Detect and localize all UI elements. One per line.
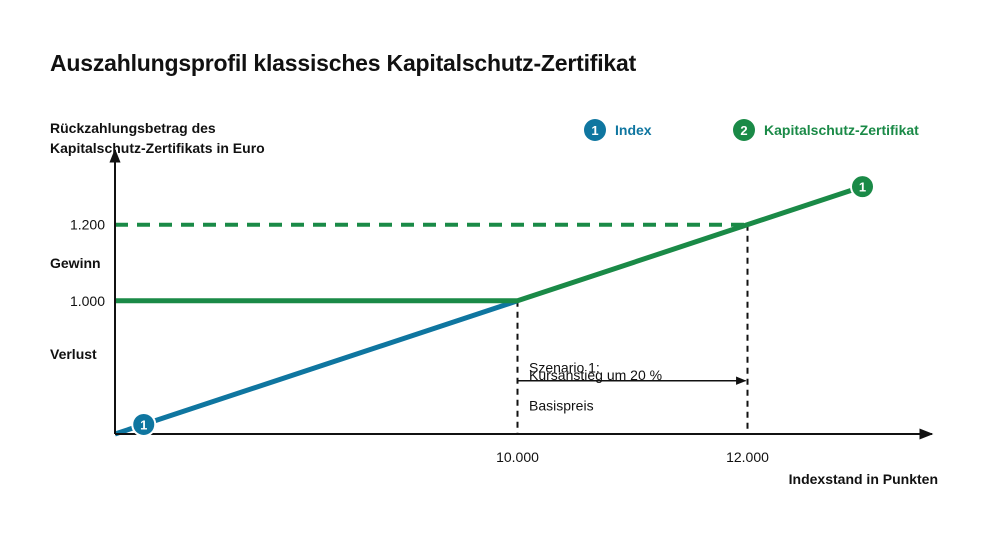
series-marker-1 xyxy=(131,411,157,437)
annotation-2: Basispreis xyxy=(529,397,594,413)
series-line-certificate xyxy=(115,184,864,304)
legend-marker-index: 1 xyxy=(584,119,606,141)
y-axis-label-line-2: Kapitalschutz-Zertifikats in Euro xyxy=(50,140,265,156)
series-marker-label-1: 1 xyxy=(140,417,147,432)
y-axis-label: Rückzahlungsbetrag des Kapitalschutz-Zer… xyxy=(50,118,310,158)
y-axis-label-line-1: Rückzahlungsbetrag des xyxy=(50,120,216,136)
x-tick-label-12000: 12.000 xyxy=(726,449,769,465)
x-axis-label: Indexstand in Punkten xyxy=(789,471,938,487)
legend-label-index: Index xyxy=(615,122,652,138)
legend-item-index: 1 Index xyxy=(584,119,652,141)
annotation-1: Kursanstieg um 20 % xyxy=(529,367,662,383)
y-tick-label-1200: 1.200 xyxy=(70,217,105,233)
chart-title: Auszahlungsprofil klassisches Kapitalsch… xyxy=(50,50,637,76)
legend-item-certificate: 2 Kapitalschutz-Zertifikat xyxy=(733,119,919,141)
x-tick-label-10000: 10.000 xyxy=(496,449,539,465)
series-marker-label-2: 1 xyxy=(859,180,866,195)
series-line-index xyxy=(114,298,519,437)
legend-label-certificate: Kapitalschutz-Zertifikat xyxy=(764,122,919,138)
gain-label: Gewinn xyxy=(50,255,101,271)
annotation-0: Szenario 1: xyxy=(529,359,600,375)
y-tick-label-1000: 1.000 xyxy=(70,293,105,309)
legend-marker-certificate: 2 xyxy=(733,119,755,141)
series-marker-2 xyxy=(850,174,875,200)
loss-label: Verlust xyxy=(50,346,97,362)
